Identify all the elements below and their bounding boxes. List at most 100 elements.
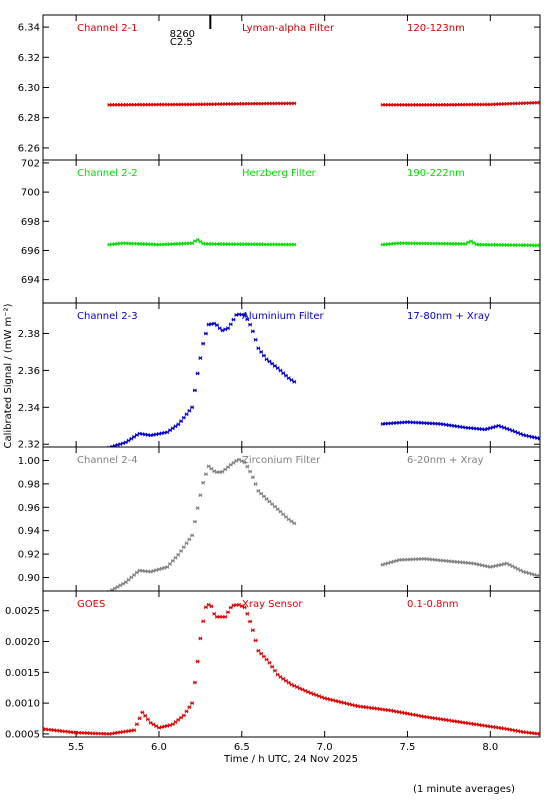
data-point — [162, 430, 167, 435]
data-point — [477, 562, 482, 567]
data-point — [250, 475, 255, 480]
data-point — [408, 712, 413, 717]
flare-marker: 8260 C2.5 — [170, 15, 212, 48]
data-point — [264, 657, 269, 662]
data-point — [195, 371, 200, 376]
y-axis-label: Calibrated Signal / (mW m⁻²) — [3, 303, 14, 448]
data-point — [212, 611, 217, 616]
data-point — [270, 664, 275, 669]
data-point — [397, 710, 402, 714]
data-point — [482, 563, 487, 568]
band-label: 17-80nm + Xray — [407, 311, 490, 322]
data-point — [245, 611, 250, 616]
data-point — [228, 462, 233, 467]
y-tick-label: 6.34 — [18, 23, 40, 34]
series-markers — [107, 312, 540, 447]
data-point — [538, 574, 540, 579]
y-tick-label: 0.90 — [18, 573, 40, 584]
data-point — [488, 565, 493, 569]
panel-2: 694 696 698 700 702 Channel 2-2 Herzberg Filte… — [21, 158, 541, 304]
footnote: (1 minute averages) — [413, 784, 515, 795]
data-point — [190, 241, 195, 246]
data-point — [419, 714, 424, 719]
data-point — [242, 605, 247, 610]
flare-marker-label-bottom: C2.5 — [170, 37, 193, 48]
x-tick-label: 7.5 — [400, 742, 416, 753]
data-point — [278, 509, 283, 514]
data-point — [192, 388, 197, 393]
y-tick-label: 0.94 — [18, 526, 40, 537]
y-tick-label: 0.96 — [18, 503, 40, 514]
data-point — [173, 424, 178, 429]
data-point — [259, 350, 264, 354]
data-point — [245, 464, 250, 469]
data-point — [242, 460, 247, 465]
data-point — [250, 628, 255, 633]
data-point — [286, 376, 291, 381]
data-point — [394, 709, 399, 714]
data-point — [209, 604, 214, 609]
data-point — [195, 659, 200, 664]
data-point — [151, 432, 156, 437]
data-point — [190, 701, 195, 706]
data-point — [170, 558, 175, 563]
data-point — [281, 512, 286, 517]
data-point — [226, 326, 230, 331]
y-tick-label: 6.32 — [18, 53, 40, 64]
panel-frame — [42, 446, 541, 592]
data-point — [261, 353, 266, 358]
data-point — [273, 668, 277, 673]
y-tick-label: 2.36 — [18, 366, 40, 377]
filter-label: Xray Sensor — [242, 599, 303, 610]
y-tick-label: 6.30 — [18, 83, 40, 94]
data-point — [281, 676, 286, 681]
data-point — [292, 379, 297, 384]
data-point — [261, 654, 266, 659]
panel-4: 0.90 0.92 0.94 0.96 0.98 1.00 Channel 2-4 Zirco… — [18, 446, 541, 592]
data-point — [201, 341, 206, 346]
data-point — [170, 426, 175, 431]
y-tick-label: 0.92 — [18, 550, 40, 561]
data-point — [195, 237, 200, 242]
data-point — [532, 435, 537, 440]
data-point — [140, 710, 145, 715]
data-point — [333, 698, 338, 703]
y-tick-label: 1.00 — [18, 456, 40, 467]
data-point — [198, 493, 203, 498]
band-label: 120-123nm — [407, 23, 465, 34]
data-point — [515, 729, 520, 733]
y-tick-label: 698 — [21, 217, 40, 228]
data-point — [198, 636, 203, 641]
data-point — [187, 537, 192, 542]
data-point — [165, 430, 170, 435]
data-point — [123, 440, 128, 445]
data-point — [159, 431, 164, 436]
data-point — [344, 701, 349, 706]
y-tick-label: 0.0020 — [5, 637, 40, 648]
data-point — [253, 638, 258, 643]
data-point — [292, 242, 297, 247]
data-point — [231, 603, 236, 608]
channel-label: Channel 2-1 — [77, 23, 138, 34]
series-markers — [43, 602, 540, 736]
data-point — [328, 697, 333, 702]
data-point — [493, 563, 498, 568]
data-point — [137, 716, 142, 721]
y-tick-label: 702 — [21, 158, 40, 169]
data-point — [176, 552, 181, 557]
series-markers — [107, 457, 540, 591]
data-point — [259, 491, 264, 496]
data-point — [339, 700, 344, 705]
data-point — [480, 563, 484, 568]
channel-label: Channel 2-3 — [77, 311, 138, 322]
data-point — [201, 480, 206, 485]
channel-label: Channel 2-4 — [77, 455, 138, 466]
data-point — [231, 460, 236, 465]
panel-3: 2.32 2.34 2.36 2.38 Channel 2-3 Aluminium Fil… — [18, 302, 541, 451]
band-label: 190-222nm — [407, 168, 465, 179]
data-point — [248, 469, 253, 474]
data-point — [168, 562, 172, 566]
data-point — [187, 408, 192, 413]
data-point — [179, 419, 183, 424]
data-point — [342, 700, 346, 705]
